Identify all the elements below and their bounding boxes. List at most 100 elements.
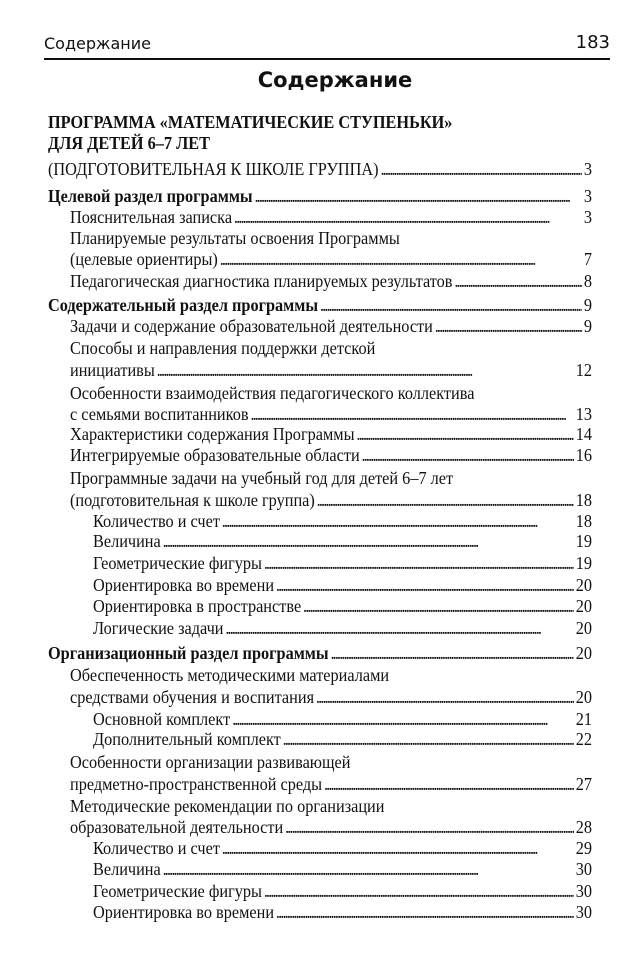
toc-entry-title: Способы и направления поддержки детской (70, 338, 376, 358)
page-number: 183 (575, 32, 610, 53)
toc-page-number: 7 (583, 249, 592, 269)
toc-page-number: 20 (575, 618, 592, 638)
dot-leader (283, 729, 574, 750)
toc-entry-line: Особенности организации развивающей (70, 752, 350, 773)
toc-entry-title: Геометрические фигуры (93, 553, 262, 573)
toc-page-number: 3 (583, 159, 592, 179)
dot-leader (276, 575, 574, 596)
toc-entry: Дополнительный комплект 22 (93, 729, 592, 750)
toc-page-number: 18 (575, 511, 592, 531)
toc-entry-title: Логические задачи (93, 618, 224, 638)
toc-entry-title: Особенности организации развивающей (70, 752, 351, 772)
toc-page-number: 3 (583, 207, 592, 227)
dot-leader (362, 445, 574, 466)
toc-entry: образовательной деятельности 28 (70, 817, 592, 838)
dot-leader (222, 511, 574, 532)
toc-entry-title: Методические рекомендации по организации (70, 796, 385, 816)
toc-entry: Задачи и содержание образовательной деят… (70, 316, 592, 337)
toc-entry-line: Программные задачи на учебный год для де… (70, 468, 453, 489)
toc-entry-line: ПРОГРАММА «МАТЕМАТИЧЕСКИЕ СТУПЕНЬКИ» (48, 112, 452, 133)
toc-entry: Геометрические фигуры 30 (93, 881, 592, 902)
toc-page-number: 27 (575, 774, 592, 794)
toc-page-number: 20 (575, 575, 592, 595)
toc-entry: Геометрические фигуры 19 (93, 553, 592, 574)
toc-entry-title: Величина (93, 531, 161, 551)
toc-entry: с семьями воспитанников 13 (70, 404, 592, 425)
toc-page-number: 13 (575, 404, 592, 424)
toc-entry-title: Ориентировка во времени (93, 902, 275, 922)
toc-entry: Ориентировка в пространстве 20 (93, 596, 592, 617)
toc-entry: Содержательный раздел программы 9 (48, 295, 592, 316)
toc-entry-title: (целевые ориентиры) (70, 249, 218, 269)
toc-entry: Логические задачи 20 (93, 618, 592, 639)
toc-entry-line: Способы и направления поддержки детской (70, 338, 375, 359)
toc-entry-title: Целевой раздел программы (48, 186, 253, 206)
toc-page-number: 29 (575, 838, 592, 858)
toc-entry: Педагогическая диагностика планируемых р… (70, 271, 592, 292)
dot-leader (157, 360, 574, 381)
toc-entry: Количество и счет 29 (93, 838, 592, 859)
toc-entry: Ориентировка во времени 20 (93, 575, 592, 596)
toc-page-number: 20 (575, 687, 592, 707)
dot-leader (234, 207, 582, 228)
dot-leader (285, 817, 574, 838)
page-title: Содержание (257, 68, 413, 92)
toc-entry: Целевой раздел программы 3 (48, 186, 592, 207)
toc-page-number: 12 (575, 360, 592, 380)
dot-leader (435, 316, 582, 337)
dot-leader (380, 159, 582, 180)
toc-entry: (подготовительная к школе группа) 18 (70, 490, 592, 511)
toc-entry-line: Методические рекомендации по организации (70, 796, 384, 817)
dot-leader (254, 186, 582, 207)
dot-leader (320, 295, 582, 316)
toc-page-number: 30 (575, 881, 592, 901)
dot-leader (250, 404, 573, 425)
toc-entry-title: Дополнительный комплект (93, 729, 281, 749)
dot-leader (276, 902, 574, 923)
toc-entry: Величина 19 (93, 531, 592, 552)
toc-entry-line: Планируемые результаты освоения Программ… (70, 228, 400, 249)
toc-page-number: 16 (575, 445, 592, 465)
dot-leader (264, 881, 574, 902)
toc-entry-title: средствами обучения и воспитания (70, 687, 315, 707)
toc-page-number: 20 (575, 596, 592, 616)
toc-entry-title: ПРОГРАММА «МАТЕМАТИЧЕСКИЕ СТУПЕНЬКИ» (48, 112, 453, 132)
toc-entry-title: Интегрируемые образовательные области (70, 445, 360, 465)
toc-entry: предметно-пространственной среды 27 (70, 774, 592, 795)
toc-entry-title: с семьями воспитанников (70, 404, 249, 424)
dot-leader (264, 553, 574, 574)
toc-entry: Основной комплект 21 (93, 709, 592, 730)
toc-entry: Количество и счет 18 (93, 511, 592, 532)
toc-entry-title: (подготовительная к школе группа) (70, 490, 315, 510)
toc-page-number: 22 (575, 729, 592, 749)
toc-entry-title: Программные задачи на учебный год для де… (70, 468, 454, 488)
toc-entry: средствами обучения и воспитания 20 (70, 687, 592, 708)
dot-leader (232, 709, 574, 730)
dot-leader (317, 490, 574, 511)
toc-entry-line: Обеспеченность методическими материалами (70, 665, 389, 686)
toc-page-number: 9 (583, 316, 592, 336)
toc-page-number: 9 (583, 295, 592, 315)
toc-entry-title: (ПОДГОТОВИТЕЛЬНАЯ К ШКОЛЕ ГРУППА) (48, 159, 379, 179)
toc-entry: (ПОДГОТОВИТЕЛЬНАЯ К ШКОЛЕ ГРУППА) 3 (48, 159, 592, 180)
toc-entry: (целевые ориентиры) 7 (70, 249, 592, 270)
toc-page-number: 19 (575, 531, 592, 551)
dot-leader (220, 249, 582, 270)
toc-entry: Ориентировка во времени 30 (93, 902, 592, 923)
toc-entry: Интегрируемые образовательные области 16 (70, 445, 592, 466)
toc-entry-title: Величина (93, 859, 161, 879)
toc-entry: ДЛЯ ДЕТЕЙ 6–7 ЛЕТ (48, 133, 210, 154)
toc-entry: инициативы 12 (70, 360, 592, 381)
toc-page-number: 3 (583, 186, 592, 206)
toc-page-number: 30 (575, 902, 592, 922)
toc-entry-title: Характеристики содержания Программы (70, 424, 355, 444)
toc-page-number: 20 (575, 643, 592, 663)
toc-entry-title: Особенности взаимодействия педагогическо… (70, 383, 475, 403)
toc-page-number: 30 (575, 859, 592, 879)
toc-entry-title: Пояснительная записка (70, 207, 233, 227)
dot-leader (324, 774, 574, 795)
dot-leader (330, 643, 573, 664)
toc-entry-title: Геометрические фигуры (93, 881, 262, 901)
toc-entry-title: инициативы (70, 360, 155, 380)
dot-leader (163, 859, 574, 880)
